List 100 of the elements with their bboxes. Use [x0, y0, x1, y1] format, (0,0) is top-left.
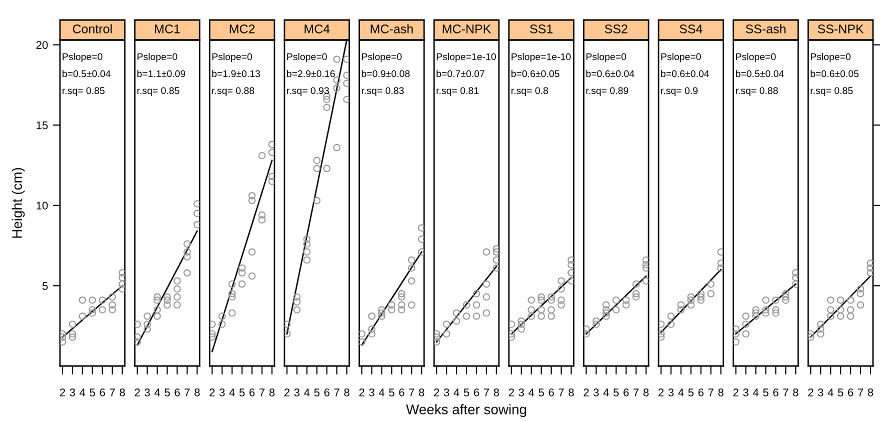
point	[846, 296, 854, 304]
point	[538, 293, 545, 301]
point	[333, 144, 340, 152]
point	[134, 333, 141, 341]
x-tick-label: 6	[100, 388, 105, 396]
point	[408, 301, 416, 309]
point	[816, 330, 824, 338]
point	[548, 296, 555, 304]
x-tick-label: 5	[239, 388, 245, 396]
point	[323, 104, 331, 112]
point	[134, 338, 141, 346]
point	[60, 333, 66, 341]
point	[193, 221, 200, 228]
point	[856, 301, 864, 309]
point	[333, 84, 340, 92]
x-tick-label: 2	[434, 388, 440, 396]
point	[677, 306, 685, 314]
point	[88, 309, 96, 317]
point	[164, 293, 171, 301]
point	[398, 290, 406, 298]
annotation: b=0.9±0.08	[362, 70, 410, 78]
point	[452, 309, 460, 317]
point	[238, 269, 246, 277]
point	[378, 306, 386, 314]
x-tick-label: 4	[80, 388, 86, 396]
x-tick-label: 2	[584, 388, 589, 396]
x-tick-label: 7	[858, 388, 864, 396]
point	[313, 156, 321, 164]
point	[418, 248, 424, 256]
point	[258, 216, 266, 224]
point	[118, 269, 125, 277]
x-tick-label: 4	[752, 388, 759, 396]
point	[622, 296, 630, 304]
y-tick-label: 5	[42, 282, 48, 290]
point	[313, 196, 321, 204]
x-tick-label: 6	[848, 388, 854, 396]
x-tick-label: 2	[733, 388, 738, 396]
point	[98, 306, 106, 314]
x-tick-label: 6	[624, 388, 629, 396]
point	[866, 269, 873, 277]
point	[518, 325, 526, 333]
point	[442, 320, 450, 328]
point	[323, 164, 331, 172]
point	[144, 312, 151, 320]
point	[836, 306, 844, 314]
point	[866, 264, 873, 272]
point	[592, 317, 600, 325]
point	[482, 248, 490, 256]
point	[68, 330, 76, 338]
point	[88, 306, 96, 314]
point	[538, 312, 545, 320]
chart-title: MC1	[155, 24, 180, 34]
x-tick-label: 3	[743, 388, 748, 396]
point	[174, 277, 181, 285]
point	[856, 290, 864, 298]
point	[518, 320, 526, 328]
annotation: b=0.7±0.07	[436, 70, 484, 78]
point	[548, 306, 555, 314]
point	[388, 301, 396, 309]
x-tick-label: 2	[359, 388, 364, 396]
point	[164, 296, 171, 304]
point	[492, 256, 499, 264]
point	[134, 320, 141, 328]
point	[568, 261, 574, 269]
x-tick-label: 8	[269, 388, 275, 396]
annotation: Pslope=1e-10	[436, 53, 496, 62]
point	[248, 196, 256, 204]
annotation: Pslope=1e-10	[512, 53, 571, 62]
point	[238, 264, 246, 272]
x-tick-label: 4	[454, 388, 460, 396]
point	[602, 309, 610, 317]
point	[323, 96, 331, 104]
point	[482, 293, 490, 301]
point	[782, 293, 790, 301]
x-tick-label: 2	[134, 388, 140, 396]
x-tick-label: 8	[868, 388, 874, 396]
point	[343, 80, 350, 88]
x-tick-label: 7	[558, 388, 564, 396]
x-tick-label: 7	[708, 388, 714, 396]
point	[108, 301, 116, 309]
point	[816, 325, 824, 333]
point	[248, 272, 256, 280]
x-tick-label: 7	[110, 388, 115, 396]
point	[612, 306, 620, 314]
point	[293, 298, 301, 306]
point	[154, 312, 161, 320]
annotation: b=1.1±0.09	[137, 70, 186, 78]
point	[408, 256, 416, 264]
x-tick-label: 5	[164, 388, 170, 396]
point	[742, 320, 750, 328]
x-tick-label: 2	[508, 388, 514, 396]
x-tick-label: 7	[484, 388, 489, 396]
point	[183, 253, 191, 260]
point	[248, 192, 256, 200]
point	[733, 325, 740, 333]
point	[333, 56, 340, 63]
x-tick-label: 4	[603, 388, 609, 396]
point	[658, 330, 665, 338]
point	[612, 296, 620, 304]
point	[218, 312, 226, 320]
